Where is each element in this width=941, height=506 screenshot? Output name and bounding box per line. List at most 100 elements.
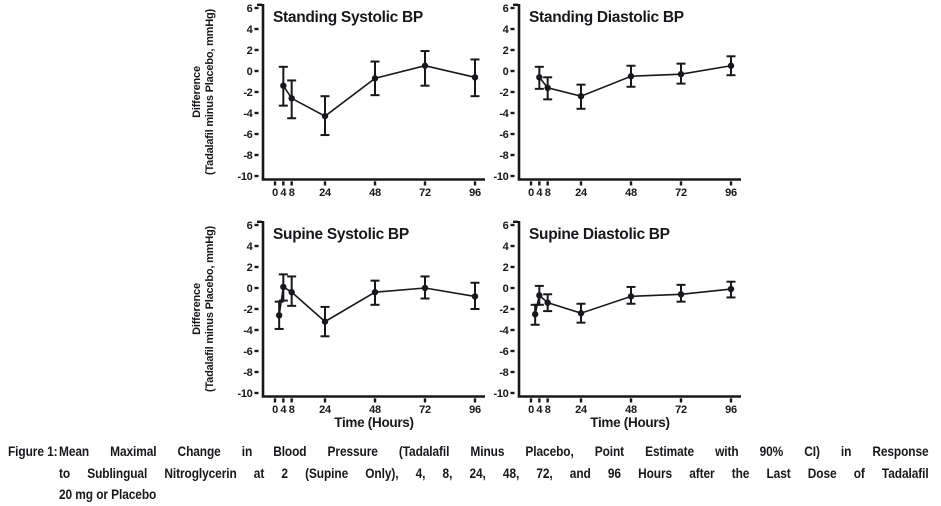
data-point	[288, 95, 295, 102]
x-tick-label: 8	[545, 187, 551, 199]
x-tick-label: 0	[528, 187, 534, 199]
x-tick-label: 0	[272, 404, 278, 416]
data-point	[471, 293, 479, 300]
x-tick-label: 4	[536, 187, 543, 199]
data-point	[321, 318, 329, 325]
y-tick-label: -2	[499, 87, 508, 99]
data-point	[421, 284, 429, 292]
x-tick-label: 4	[280, 187, 287, 199]
y-tick-label: 0	[503, 66, 509, 78]
y-tick-label: 2	[503, 45, 509, 57]
x-tick-label: 24	[319, 404, 332, 416]
panel-title: Standing Diastolic BP	[529, 9, 684, 26]
data-point	[577, 93, 585, 100]
y-tick-label: -4	[243, 325, 253, 337]
y-tick-label: -10	[494, 388, 509, 400]
series-line	[282, 64, 476, 118]
x-tick-label: 96	[725, 187, 737, 199]
y-axis-title-top: Difference (Tadalafil minus Placebo, mmH…	[191, 0, 217, 192]
data-point	[627, 293, 635, 300]
panel-title: Standing Systolic BP	[273, 9, 423, 26]
y-tick-label: -10	[238, 388, 253, 400]
y-axis-title-line1: Difference	[191, 66, 203, 118]
y-tick-label: -8	[499, 150, 508, 162]
y-tick-label: -4	[499, 108, 509, 120]
x-tick-label: 48	[625, 404, 637, 416]
y-axis-title-line2: (Tadalafil minus Placebo, mmHg)	[204, 9, 216, 175]
x-tick-label: 8	[289, 404, 295, 416]
y-tick-label: -2	[499, 304, 508, 316]
y-tick-label: 4	[503, 24, 510, 36]
data-point	[371, 289, 379, 296]
y-tick-label: -6	[243, 346, 252, 358]
x-tick-label: 96	[469, 187, 481, 199]
y-tick-label: 0	[247, 66, 253, 78]
x-tick-label: 24	[319, 187, 332, 199]
y-tick-label: 0	[247, 283, 253, 295]
x-tick-label: 48	[625, 187, 637, 199]
data-point	[471, 74, 479, 81]
data-point	[536, 292, 543, 299]
y-tick-label: -10	[494, 171, 509, 183]
data-point	[275, 312, 283, 319]
figure-caption-text: Mean Maximal Change in Blood Pressure (T…	[59, 441, 929, 506]
y-tick-label: -6	[243, 129, 252, 141]
x-tick-label: 48	[369, 187, 381, 199]
x-tick-label: 72	[419, 187, 431, 199]
x-tick-label: 8	[545, 404, 551, 416]
series-line	[538, 64, 732, 98]
y-axis-title-line1: Difference	[191, 283, 203, 335]
x-axis-title: Time (Hours)	[590, 415, 669, 430]
y-axis-title-line2: (Tadalafil minus Placebo, mmHg)	[204, 226, 216, 392]
y-tick-label: -10	[238, 171, 253, 183]
y-tick-label: -6	[499, 129, 508, 141]
y-tick-label: -2	[243, 304, 252, 316]
data-point	[577, 310, 585, 317]
y-tick-label: 0	[503, 283, 509, 295]
y-tick-label: 2	[503, 262, 509, 274]
y-tick-label: 6	[503, 3, 509, 15]
figure-caption-line2: to Sublingual Nitroglycerin at 2 (Supine…	[59, 464, 929, 481]
figure-caption-line3: 20 mg or Placebo	[59, 486, 157, 502]
x-tick-label: 8	[289, 187, 295, 199]
y-tick-label: 4	[503, 241, 510, 253]
data-point	[677, 291, 685, 298]
data-point	[536, 74, 543, 81]
panel-title: Supine Systolic BP	[273, 226, 409, 243]
data-point	[727, 62, 735, 69]
data-point	[544, 84, 551, 92]
y-tick-label: -8	[243, 150, 252, 162]
x-tick-label: 96	[725, 404, 737, 416]
data-point	[544, 299, 551, 306]
data-point	[371, 75, 379, 82]
x-tick-label: 48	[369, 404, 381, 416]
y-tick-label: 6	[247, 220, 253, 232]
figure-caption-line1: Mean Maximal Change in Blood Pressure (T…	[59, 443, 929, 459]
y-tick-label: -2	[243, 87, 252, 99]
panel-title: Supine Diastolic BP	[529, 226, 670, 243]
y-tick-label: 4	[247, 24, 254, 36]
x-tick-label: 96	[469, 404, 481, 416]
data-point	[280, 82, 287, 89]
y-tick-label: -8	[243, 367, 252, 379]
y-tick-label: 2	[247, 45, 253, 57]
x-tick-label: 24	[575, 404, 588, 416]
figure-caption-label: Figure 1:	[8, 443, 58, 459]
data-point	[531, 311, 539, 318]
y-axis-title-bottom: Difference (Tadalafil minus Placebo, mmH…	[191, 209, 217, 409]
y-tick-label: 2	[247, 262, 253, 274]
x-tick-label: 0	[272, 187, 278, 199]
x-tick-label: 24	[575, 187, 588, 199]
y-tick-label: -4	[499, 325, 509, 337]
data-point	[677, 70, 685, 78]
x-tick-label: 72	[419, 404, 431, 416]
y-tick-label: -8	[499, 367, 508, 379]
x-axis-title: Time (Hours)	[334, 415, 413, 430]
y-tick-label: -6	[499, 346, 508, 358]
y-tick-label: 6	[503, 220, 509, 232]
x-tick-label: 4	[536, 404, 543, 416]
